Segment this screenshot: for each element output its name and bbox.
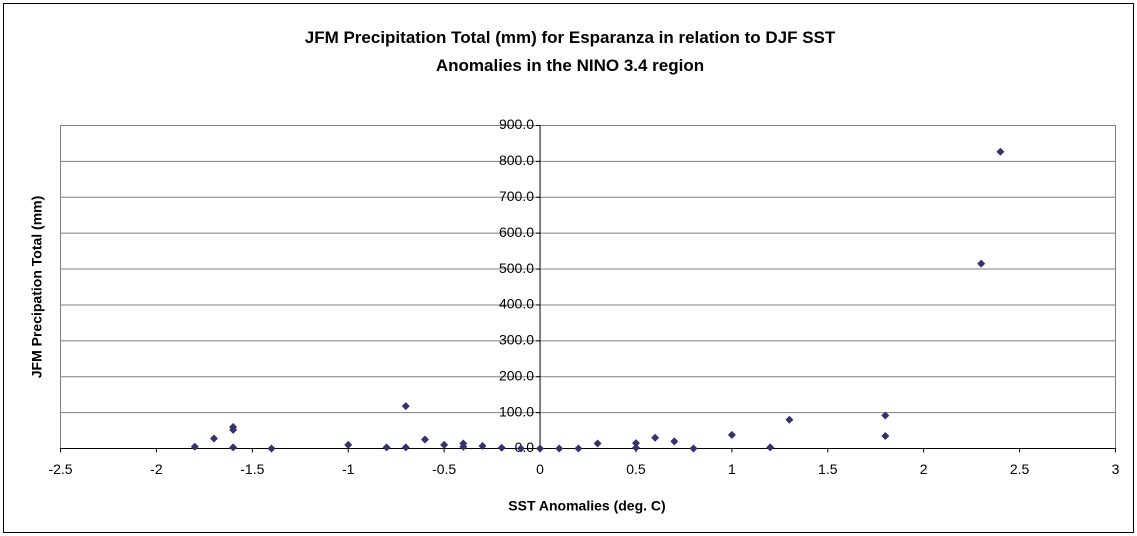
y-tick-label: 300.0	[499, 332, 534, 348]
x-tick-label: 1	[728, 461, 736, 477]
point	[651, 433, 660, 442]
point	[267, 444, 276, 453]
x-tick-label: 2	[920, 461, 928, 477]
point	[420, 435, 429, 444]
chart-title: JFM Precipitation Total (mm) for Esparan…	[304, 28, 836, 75]
point	[229, 425, 238, 434]
x-tick-label: 3	[1112, 461, 1120, 477]
y-tick-label: 700.0	[499, 188, 534, 204]
point	[401, 443, 410, 452]
point	[344, 440, 353, 449]
point	[996, 147, 1005, 156]
point	[555, 444, 564, 453]
point	[977, 259, 986, 268]
y-tick-label: 600.0	[499, 224, 534, 240]
x-axis-label: SST Anomalies (deg. C)	[508, 498, 665, 514]
point	[209, 434, 218, 443]
x-tick-label: -2.5	[48, 461, 72, 477]
point	[574, 444, 583, 453]
point	[881, 411, 890, 420]
x-tick-label: 1.5	[818, 461, 838, 477]
point	[785, 415, 794, 424]
point	[440, 440, 449, 449]
point	[631, 439, 640, 448]
y-tick-label: 200.0	[499, 367, 534, 383]
point	[478, 441, 487, 450]
x-tick-label: -1.5	[240, 461, 264, 477]
y-tick-label: 800.0	[499, 152, 534, 168]
x-tick-label: -1	[342, 461, 355, 477]
y-tick-label: 900.0	[499, 116, 534, 132]
y-tick-label: 0.0	[515, 439, 535, 455]
x-tick-label: -2	[150, 461, 163, 477]
point	[459, 442, 468, 451]
plot-area	[60, 125, 1116, 449]
point	[881, 431, 890, 440]
point	[536, 444, 545, 453]
point	[382, 443, 391, 452]
point	[190, 442, 199, 451]
y-axis-label: JFM Precipation Total (mm)	[29, 196, 45, 379]
point	[670, 437, 679, 446]
point	[593, 439, 602, 448]
point	[689, 444, 698, 453]
y-tick-label: 400.0	[499, 296, 534, 312]
point	[631, 443, 640, 452]
point	[766, 443, 775, 452]
x-tick-label: -0.5	[432, 461, 456, 477]
point	[516, 444, 525, 453]
point	[401, 402, 410, 411]
point	[727, 430, 736, 439]
x-tick-label: 0.5	[626, 461, 646, 477]
x-tick-label: 0	[536, 461, 544, 477]
y-tick-label: 100.0	[499, 403, 534, 419]
point	[229, 443, 238, 452]
x-tick-label: 2.5	[1010, 461, 1030, 477]
y-tick-label: 500.0	[499, 260, 534, 276]
point	[497, 443, 506, 452]
